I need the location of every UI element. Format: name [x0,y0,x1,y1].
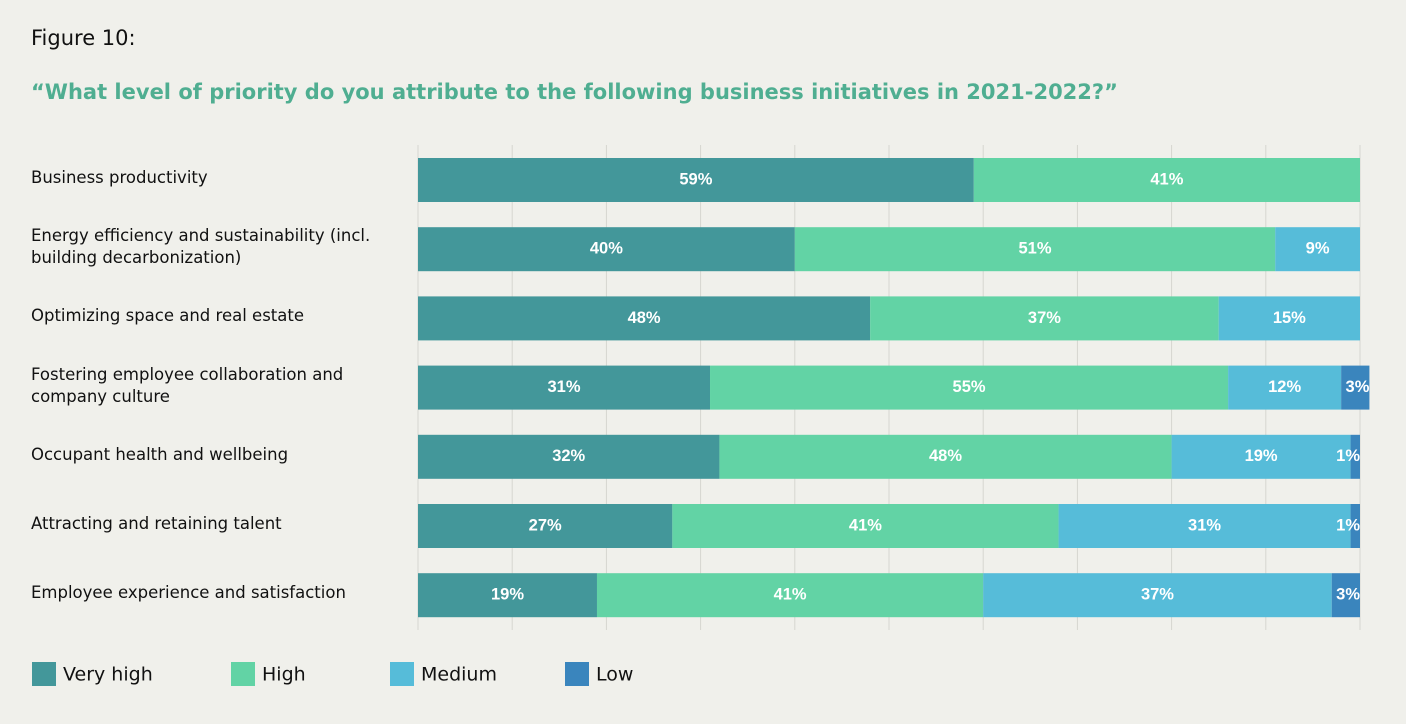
bar-segment [1350,504,1360,548]
bar-segment [418,296,871,341]
bar-segment [418,434,720,479]
data-label: 41% [849,516,882,534]
bar-segment [1331,573,1360,618]
bar-segment [418,504,673,548]
legend-swatch [32,662,56,686]
data-label: 27% [529,516,562,534]
row-label: Attracting and retaining talent [31,514,282,533]
data-label: 37% [1028,309,1061,327]
bar-segment [983,573,1332,618]
data-label: 9% [1306,240,1330,258]
bar-segment [418,158,974,202]
bar-segment [672,504,1059,548]
bar-segment [1275,227,1360,272]
data-label: 31% [547,378,580,396]
legend-label: Very high [63,664,153,686]
row-label: Business productivity [31,168,208,187]
bar-segment [1228,365,1342,410]
legend-label: Medium [421,664,497,686]
data-label: 40% [590,240,623,258]
bar-segment [418,573,597,618]
data-label: 41% [1150,170,1183,188]
legend-item: Very high [32,662,153,686]
legend-item: Low [565,662,633,686]
bar-segment [973,158,1360,202]
data-label: 51% [1018,240,1051,258]
data-label: 3% [1346,378,1370,396]
legend-swatch [390,662,414,686]
data-label: 1% [1336,516,1360,534]
bar-segment [1350,434,1360,479]
row-label: Optimizing space and real estate [31,306,304,326]
data-label: 41% [774,586,807,604]
data-label: 48% [628,309,661,327]
row-label: Fostering employee collaboration and com… [31,364,344,406]
data-label: 48% [929,447,962,465]
data-label: 3% [1336,586,1360,604]
chart-title: “What level of priority do you attribute… [31,80,1118,104]
data-label: 37% [1141,586,1174,604]
data-label: 59% [679,170,712,188]
bar-segment [794,227,1276,272]
bar-segment [1341,365,1370,410]
bar-segment [418,227,795,272]
bar-segment [719,434,1172,479]
row-label: Energy efficiency and sustainability (in… [31,226,371,268]
legend-swatch [565,662,589,686]
data-label: 32% [552,447,585,465]
legend-label: High [262,664,306,686]
legend-swatch [231,662,255,686]
data-label: 1% [1336,447,1360,465]
data-label: 19% [491,586,524,604]
data-label: 15% [1273,309,1306,327]
bar-segment [870,296,1219,341]
row-label: Occupant health and wellbeing [31,444,289,464]
row-label: Employee experience and satisfaction [31,583,346,603]
bar-segment [1218,296,1360,341]
bar-segment [596,573,984,618]
legend-item: High [231,662,306,686]
data-label: 31% [1188,516,1221,534]
data-label: 55% [953,378,986,396]
bar-segment [1058,504,1351,548]
data-label: 12% [1268,378,1301,396]
figure-label: Figure 10: [31,26,136,50]
data-label: 19% [1245,447,1278,465]
legend-item: Medium [390,662,497,686]
bar-segment [1171,434,1351,479]
bar-segment [710,365,1229,410]
bar-segment [418,365,711,410]
legend-label: Low [596,664,633,686]
